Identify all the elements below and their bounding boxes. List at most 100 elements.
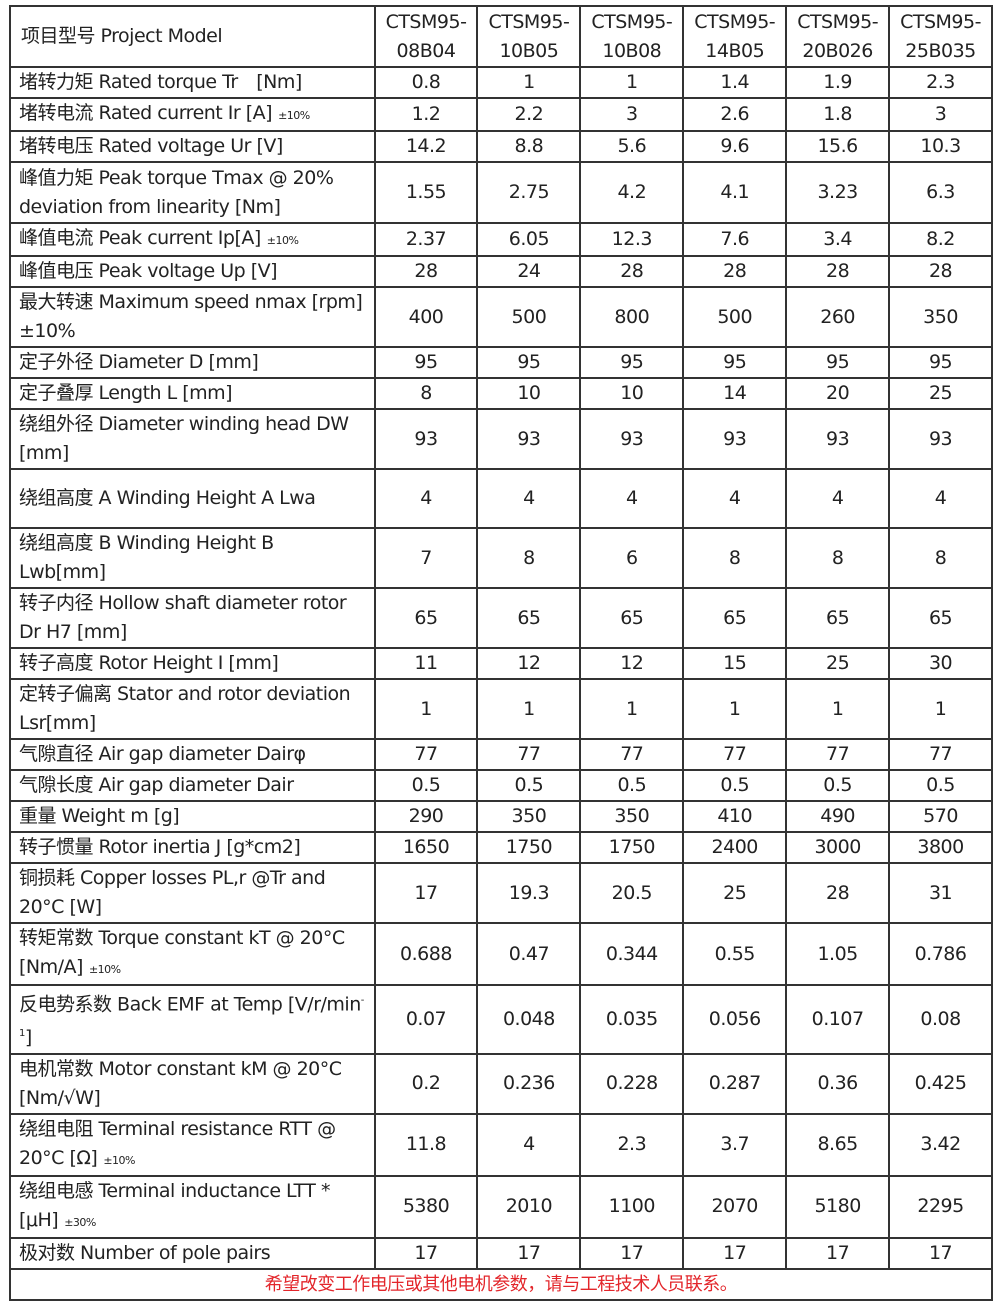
value-cell: 95 <box>373 346 479 379</box>
value-cell: 1100 <box>579 1174 685 1239</box>
value-cell: 95 <box>579 346 685 379</box>
table-row: 峰值电流 Peak current Ip[A] ±10% 2.37 6.05 12.3 7… <box>9 222 993 257</box>
row-label: 转矩常数 Torque constant kT @ 20°C [Nm/A] ±10… <box>9 922 376 986</box>
value-cell: 8.65 <box>785 1112 891 1177</box>
row-label: 峰值力矩 Peak torque Tmax @ 20% deviation fr… <box>9 161 376 224</box>
row-label: 电机常数 Motor constant kM @ 20°C [Nm/√W] <box>9 1052 376 1115</box>
value-cell: 0.08 <box>888 984 993 1055</box>
row-label: 转子惯量 Rotor inertia J [g*cm2] <box>9 831 376 864</box>
value-cell: 3000 <box>785 831 891 864</box>
row-label: 堵转电压 Rated voltage Ur [V] <box>9 130 376 163</box>
table-row: 铜损耗 Copper losses PL,r @Tr and 20°C [W] 1… <box>9 862 993 924</box>
value-cell: 0.5 <box>579 769 685 802</box>
row-label-text: 定子外径 Diameter D [mm] <box>19 351 259 373</box>
value-cell: 77 <box>682 738 788 771</box>
model-header: CTSM95-08B04 <box>373 5 479 68</box>
row-label: 极对数 Number of pole pairs <box>9 1236 376 1270</box>
value-cell: 12 <box>579 647 685 680</box>
row-label-text: 堵转力矩 Rated torque Tr [Nm] <box>19 71 302 93</box>
value-cell: 2.3 <box>888 66 993 99</box>
value-cell: 8 <box>682 527 788 589</box>
value-cell: 20.5 <box>579 862 685 924</box>
row-label: 绕组高度 A Winding Height A Lwa <box>9 468 376 529</box>
row-label-text: 转子内径 Hollow shaft diameter rotor Dr H7 [… <box>19 592 347 643</box>
value-cell: 0.2 <box>373 1052 479 1115</box>
value-cell: 65 <box>682 587 788 649</box>
value-cell: 3.4 <box>785 222 891 257</box>
value-cell: 0.5 <box>476 769 582 802</box>
row-label-text: 绕组电感 Terminal inductance LTT * [μH] <box>19 1179 330 1231</box>
row-label-text: 定转子偏离 Stator and rotor deviation Lsr[mm] <box>19 683 351 734</box>
value-cell: 0.048 <box>476 984 582 1055</box>
value-cell: 4 <box>579 468 685 529</box>
header-row: 项目型号 Project Model CTSM95-08B04 CTSM95-10… <box>9 5 993 68</box>
row-label: 绕组电感 Terminal inductance LTT * [μH] ±30% <box>9 1174 376 1239</box>
table-row: 反电势系数 Back EMF at Temp [V/r/min-1] 0.07 0.… <box>9 984 993 1055</box>
value-cell: 0.07 <box>373 984 479 1055</box>
value-cell: 95 <box>476 346 582 379</box>
row-label-text: 铜损耗 Copper losses PL,r @Tr and 20°C [W] <box>19 867 326 918</box>
table-row: 气隙长度 Air gap diameter Dair 0.5 0.5 0.5 0.5 0.… <box>9 769 993 802</box>
value-cell: 25 <box>888 377 993 410</box>
value-cell: 25 <box>785 647 891 680</box>
value-cell: 2070 <box>682 1174 788 1239</box>
table-row: 绕组电阻 Terminal resistance RTT @ 20°C [Ω] ±… <box>9 1112 993 1177</box>
value-cell: 1750 <box>579 831 685 864</box>
row-label-text: 峰值电流 Peak current Ip[A] <box>19 227 261 249</box>
value-cell: 1750 <box>476 831 582 864</box>
row-label: 定子外径 Diameter D [mm] <box>9 346 376 379</box>
value-cell: 6.3 <box>888 161 993 224</box>
row-label-text: 绕组高度 B Winding Height B Lwb[mm] <box>19 532 274 583</box>
row-label: 绕组电阻 Terminal resistance RTT @ 20°C [Ω] ±… <box>9 1112 376 1177</box>
row-label-text: 绕组外径 Diameter winding head DW [mm] <box>19 413 349 464</box>
value-cell: 3.42 <box>888 1112 993 1177</box>
value-cell: 1 <box>579 66 685 99</box>
value-cell: 14.2 <box>373 130 479 163</box>
value-cell: 4 <box>888 468 993 529</box>
table-row: 转子惯量 Rotor inertia J [g*cm2] 1650 1750 1750… <box>9 831 993 864</box>
value-cell: 17 <box>888 1236 993 1270</box>
value-cell: 10 <box>476 377 582 410</box>
table-row: 绕组外径 Diameter winding head DW [mm] 93 93 93… <box>9 408 993 470</box>
value-cell: 77 <box>373 738 479 771</box>
value-cell: 3800 <box>888 831 993 864</box>
value-cell: 1.4 <box>682 66 788 99</box>
value-cell: 2010 <box>476 1174 582 1239</box>
row-label: 转子内径 Hollow shaft diameter rotor Dr H7 [… <box>9 587 376 649</box>
row-label-text: 气隙长度 Air gap diameter Dair <box>19 774 294 796</box>
value-cell: 17 <box>476 1236 582 1270</box>
table-row: 电机常数 Motor constant kM @ 20°C [Nm/√W] 0.2… <box>9 1052 993 1115</box>
value-cell: 11.8 <box>373 1112 479 1177</box>
value-cell: 2400 <box>682 831 788 864</box>
value-cell: 350 <box>476 800 582 833</box>
value-cell: 17 <box>682 1236 788 1270</box>
value-cell: 65 <box>579 587 685 649</box>
value-cell: 4.1 <box>682 161 788 224</box>
value-cell: 28 <box>373 255 479 288</box>
value-cell: 3.7 <box>682 1112 788 1177</box>
table-row: 气隙直径 Air gap diameter Dairφ 77 77 77 77 77 77 <box>9 738 993 771</box>
value-cell: 30 <box>888 647 993 680</box>
row-label-text: 反电势系数 Back EMF at Temp [V/r/min <box>19 993 361 1016</box>
label-end: ] <box>24 1026 32 1049</box>
row-label-text: 最大转速 Maximum speed nmax [rpm] ±10% <box>19 291 363 342</box>
model-header: CTSM95-10B05 <box>476 5 582 68</box>
value-cell: 93 <box>785 408 891 470</box>
value-cell: 0.5 <box>785 769 891 802</box>
value-cell: 1650 <box>373 831 479 864</box>
row-label-text: 重量 Weight m [g] <box>19 805 180 827</box>
value-cell: 93 <box>373 408 479 470</box>
row-label: 峰值电流 Peak current Ip[A] ±10% <box>9 222 376 257</box>
value-cell: 65 <box>785 587 891 649</box>
value-cell: 0.056 <box>682 984 788 1055</box>
value-cell: 12.3 <box>579 222 685 257</box>
value-cell: 0.688 <box>373 922 479 986</box>
value-cell: 15.6 <box>785 130 891 163</box>
value-cell: 7.6 <box>682 222 788 257</box>
spec-table: 项目型号 Project Model CTSM95-08B04 CTSM95-10… <box>9 5 993 1301</box>
model-header: CTSM95-20B026 <box>785 5 891 68</box>
value-cell: 8.2 <box>888 222 993 257</box>
value-cell: 350 <box>579 800 685 833</box>
value-cell: 5.6 <box>579 130 685 163</box>
value-cell: 28 <box>579 255 685 288</box>
